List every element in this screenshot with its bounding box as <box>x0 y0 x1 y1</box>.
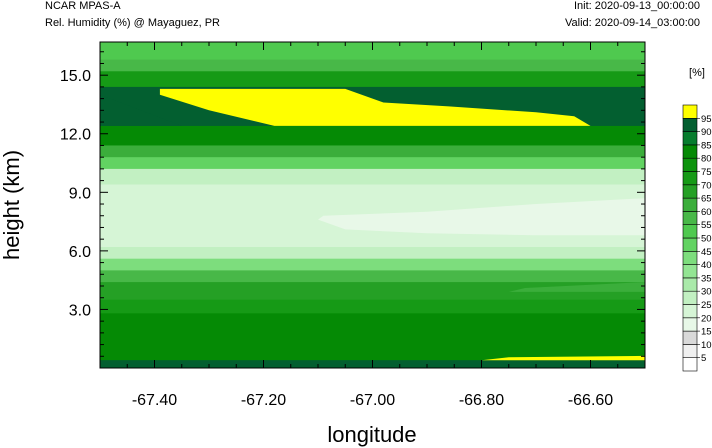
colorbar-box <box>682 184 698 199</box>
y-tick-label: 6.0 <box>69 244 91 261</box>
rh-band-13 <box>100 299 645 314</box>
rh-band-12 <box>100 282 645 301</box>
rh-band-2 <box>100 71 645 88</box>
colorbar-box <box>682 197 698 212</box>
init-time: Init: 2020-09-13_00:00:00 <box>574 0 700 12</box>
colorbar-label: 80 <box>701 154 712 165</box>
y-tick-label: 3.0 <box>69 302 91 319</box>
y-tick-labels: 3.0 6.0 9.0 12.0 15.0 <box>60 68 91 319</box>
valid-time: Valid: 2020-09-14_03:00:00 <box>565 17 700 29</box>
colorbar-box <box>682 211 698 225</box>
rh-band-10 <box>100 258 645 271</box>
colorbar-label: 20 <box>701 313 712 324</box>
rh-band-9 <box>100 246 645 260</box>
colorbar-box <box>682 344 698 358</box>
colorbar-label: 25 <box>701 300 712 311</box>
colorbar-label: 90 <box>701 127 712 138</box>
surface-moist-patch <box>481 355 645 361</box>
field-description: Rel. Humidity (%) @ Mayaguez, PR <box>45 17 220 29</box>
model-name: NCAR MPAS-A <box>45 0 121 12</box>
colorbar-box <box>682 171 698 186</box>
colorbar-box <box>682 144 698 159</box>
humidity-features <box>100 88 645 361</box>
x-tick-labels: -67.40 -67.20 -67.00 -66.80 -66.60 <box>132 392 613 409</box>
colorbar-label: 5 <box>701 353 706 364</box>
rh-band-11 <box>100 270 645 283</box>
rh-band-5 <box>100 145 645 158</box>
colorbar-label: 30 <box>701 287 712 298</box>
midlevel-dry-tongue <box>318 198 645 236</box>
colorbar-box <box>682 251 698 265</box>
colorbar-label: 70 <box>701 180 712 191</box>
colorbar-box <box>682 118 698 132</box>
rh-band-4 <box>100 125 645 147</box>
x-tick-label: -66.60 <box>568 392 613 409</box>
colorbar-label: 85 <box>701 140 712 151</box>
y-axis-title: height (km) <box>0 150 24 260</box>
colorbar-box <box>682 104 698 119</box>
axis-ticks <box>99 42 646 369</box>
colorbar-box <box>682 224 698 239</box>
colorbar-box <box>682 317 698 332</box>
x-tick-label: -67.40 <box>132 392 177 409</box>
colorbar-label: 75 <box>701 167 712 178</box>
colorbar-units: [%] <box>689 67 705 79</box>
x-tick-label: -67.20 <box>241 392 286 409</box>
colorbar-label: 15 <box>701 327 712 338</box>
lower-right-light-patch <box>508 282 645 292</box>
colorbar-label: 45 <box>701 247 712 258</box>
y-tick-label: 12.0 <box>60 127 91 144</box>
rh-band-0 <box>100 42 645 61</box>
x-tick-label: -67.00 <box>350 392 395 409</box>
upper-moist-core <box>159 88 591 126</box>
rh-band-1 <box>100 59 645 72</box>
colorbar-box <box>682 330 698 345</box>
y-tick-label: 9.0 <box>69 185 91 202</box>
rh-band-14 <box>100 313 645 361</box>
colorbar-label: 95 <box>701 114 712 125</box>
colorbar-label: 50 <box>701 234 712 245</box>
x-tick-label: -66.80 <box>459 392 504 409</box>
colorbar-box <box>682 131 698 146</box>
colorbar-box <box>682 277 698 292</box>
rh-band-6 <box>100 157 645 170</box>
upper-left-wedge <box>100 94 182 126</box>
y-tick-label: 15.0 <box>60 68 91 85</box>
colorbar-box <box>682 264 698 279</box>
colorbar-box <box>682 237 698 252</box>
colorbar: 5 10 15 20 25 30 35 40 45 50 55 60 65 70 75 80 85 90 95 <box>682 104 712 372</box>
colorbar-label: 35 <box>701 273 712 284</box>
colorbar-label: 65 <box>701 194 712 205</box>
x-axis-title: longitude <box>327 422 416 447</box>
colorbar-label: 60 <box>701 207 712 218</box>
colorbar-box <box>682 157 698 172</box>
colorbar-label: 55 <box>701 220 712 231</box>
colorbar-box <box>682 304 698 319</box>
colorbar-label: 10 <box>701 340 712 351</box>
rh-band-7 <box>100 168 645 186</box>
colorbar-box <box>682 290 698 305</box>
colorbar-box <box>682 357 698 372</box>
colorbar-label: 40 <box>701 260 712 271</box>
